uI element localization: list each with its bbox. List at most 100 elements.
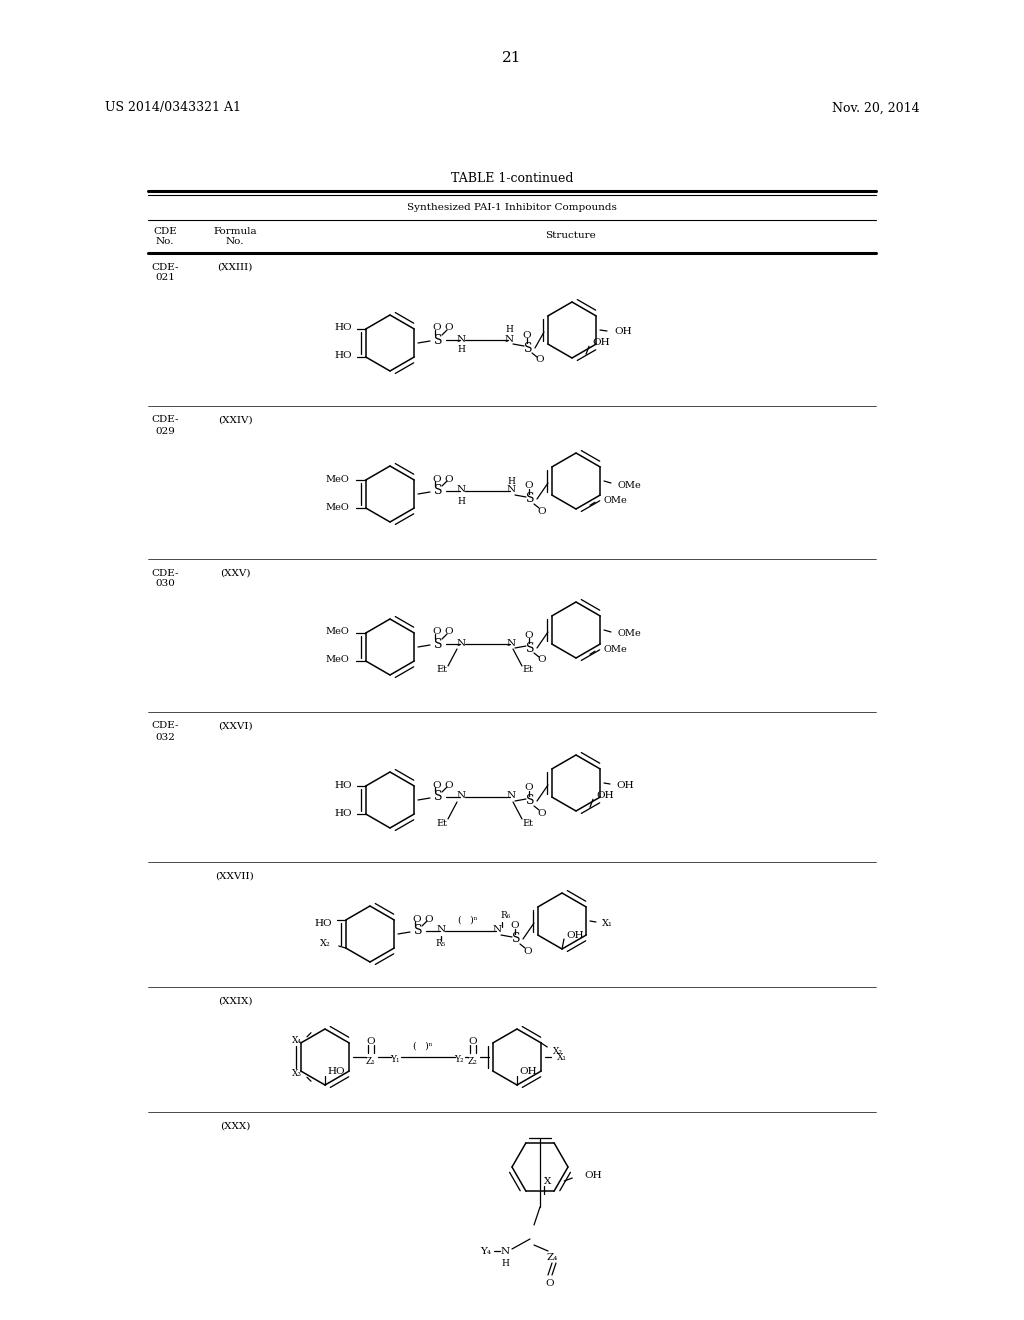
Text: X₄: X₄ <box>292 1036 302 1045</box>
Text: (XXIX): (XXIX) <box>218 997 252 1006</box>
Text: H: H <box>457 496 465 506</box>
Text: S: S <box>525 642 535 655</box>
Text: H: H <box>457 346 465 355</box>
Text: R₆: R₆ <box>501 912 511 920</box>
Text: (XXIII): (XXIII) <box>217 263 253 272</box>
Text: No.: No. <box>156 238 174 247</box>
Text: US 2014/0343321 A1: US 2014/0343321 A1 <box>105 102 241 115</box>
Text: O: O <box>433 474 441 483</box>
Text: Et: Et <box>522 665 534 675</box>
Text: OH: OH <box>592 338 609 347</box>
Text: No.: No. <box>225 238 245 247</box>
Text: N: N <box>507 792 515 800</box>
Text: HO: HO <box>315 919 333 928</box>
Text: X: X <box>545 1176 552 1185</box>
Text: OMe: OMe <box>604 644 628 653</box>
Text: TABLE 1-continued: TABLE 1-continued <box>451 172 573 185</box>
Text: CDE: CDE <box>154 227 177 235</box>
Text: (XXIV): (XXIV) <box>218 416 252 425</box>
Text: N: N <box>436 925 445 935</box>
Text: O: O <box>522 330 531 339</box>
Text: (   )ⁿ: ( )ⁿ <box>414 1041 433 1051</box>
Text: Et: Et <box>522 818 534 828</box>
Text: Et: Et <box>436 818 447 828</box>
Text: O: O <box>523 946 532 956</box>
Text: CDE-: CDE- <box>152 416 179 425</box>
Text: N: N <box>457 639 466 648</box>
Text: N: N <box>505 334 514 343</box>
Text: N: N <box>493 925 502 935</box>
Text: CDE-: CDE- <box>152 569 179 578</box>
Text: O: O <box>444 323 454 333</box>
Text: O: O <box>524 784 534 792</box>
Text: S: S <box>523 342 532 355</box>
Text: O: O <box>538 507 547 516</box>
Text: Y₁: Y₁ <box>390 1055 399 1064</box>
Text: O: O <box>433 323 441 333</box>
Text: X₂: X₂ <box>321 939 331 948</box>
Text: Y₄: Y₄ <box>480 1246 492 1255</box>
Text: X₃: X₃ <box>292 1069 302 1077</box>
Text: MeO: MeO <box>326 503 349 511</box>
Text: O: O <box>538 656 547 664</box>
Text: (XXVI): (XXVI) <box>218 722 252 730</box>
Text: X₁: X₁ <box>557 1052 567 1061</box>
Text: S: S <box>525 492 535 506</box>
Text: O: O <box>433 780 441 789</box>
Text: Structure: Structure <box>545 231 595 240</box>
Text: OH: OH <box>519 1067 537 1076</box>
Text: 021: 021 <box>155 273 175 282</box>
Text: O: O <box>546 1279 554 1287</box>
Text: Z₄: Z₄ <box>547 1253 558 1262</box>
Text: 032: 032 <box>155 733 175 742</box>
Text: N: N <box>457 334 466 343</box>
Text: OMe: OMe <box>618 630 642 639</box>
Text: Et: Et <box>436 665 447 675</box>
Text: S: S <box>525 795 535 808</box>
Text: O: O <box>444 627 454 636</box>
Text: OH: OH <box>596 791 613 800</box>
Text: (XXV): (XXV) <box>220 569 250 578</box>
Text: CDE-: CDE- <box>152 263 179 272</box>
Text: O: O <box>367 1036 376 1045</box>
Text: N: N <box>501 1246 510 1255</box>
Text: Y₂: Y₂ <box>455 1055 464 1064</box>
Text: MeO: MeO <box>326 474 349 483</box>
Text: O: O <box>538 808 547 817</box>
Text: 030: 030 <box>155 579 175 589</box>
Text: Z₁: Z₁ <box>367 1056 376 1065</box>
Text: N: N <box>507 486 515 495</box>
Text: H: H <box>505 326 513 334</box>
Text: CDE-: CDE- <box>152 722 179 730</box>
Text: O: O <box>425 915 433 924</box>
Text: O: O <box>511 921 519 931</box>
Text: R₅: R₅ <box>436 940 446 949</box>
Text: H: H <box>507 477 515 486</box>
Text: O: O <box>536 355 545 364</box>
Text: OH: OH <box>616 780 634 789</box>
Text: (XXX): (XXX) <box>220 1122 250 1130</box>
Text: Nov. 20, 2014: Nov. 20, 2014 <box>833 102 920 115</box>
Text: Formula: Formula <box>213 227 257 235</box>
Text: HO: HO <box>335 808 352 817</box>
Text: HO: HO <box>335 323 352 333</box>
Text: Synthesized PAI-1 Inhibitor Compounds: Synthesized PAI-1 Inhibitor Compounds <box>408 203 616 213</box>
Text: O: O <box>444 780 454 789</box>
Text: (   )ⁿ: ( )ⁿ <box>459 916 478 924</box>
Text: S: S <box>434 334 442 346</box>
Text: O: O <box>469 1036 477 1045</box>
Text: O: O <box>524 482 534 491</box>
Text: MeO: MeO <box>326 627 349 636</box>
Text: H: H <box>501 1258 509 1267</box>
Text: OH: OH <box>614 327 632 337</box>
Text: N: N <box>507 639 515 648</box>
Text: O: O <box>433 627 441 636</box>
Text: O: O <box>444 474 454 483</box>
Text: N: N <box>457 486 466 495</box>
Text: S: S <box>434 791 442 804</box>
Text: OMe: OMe <box>618 480 642 490</box>
Text: S: S <box>512 932 520 945</box>
Text: S: S <box>414 924 422 937</box>
Text: (XXVII): (XXVII) <box>216 871 254 880</box>
Text: N: N <box>457 792 466 800</box>
